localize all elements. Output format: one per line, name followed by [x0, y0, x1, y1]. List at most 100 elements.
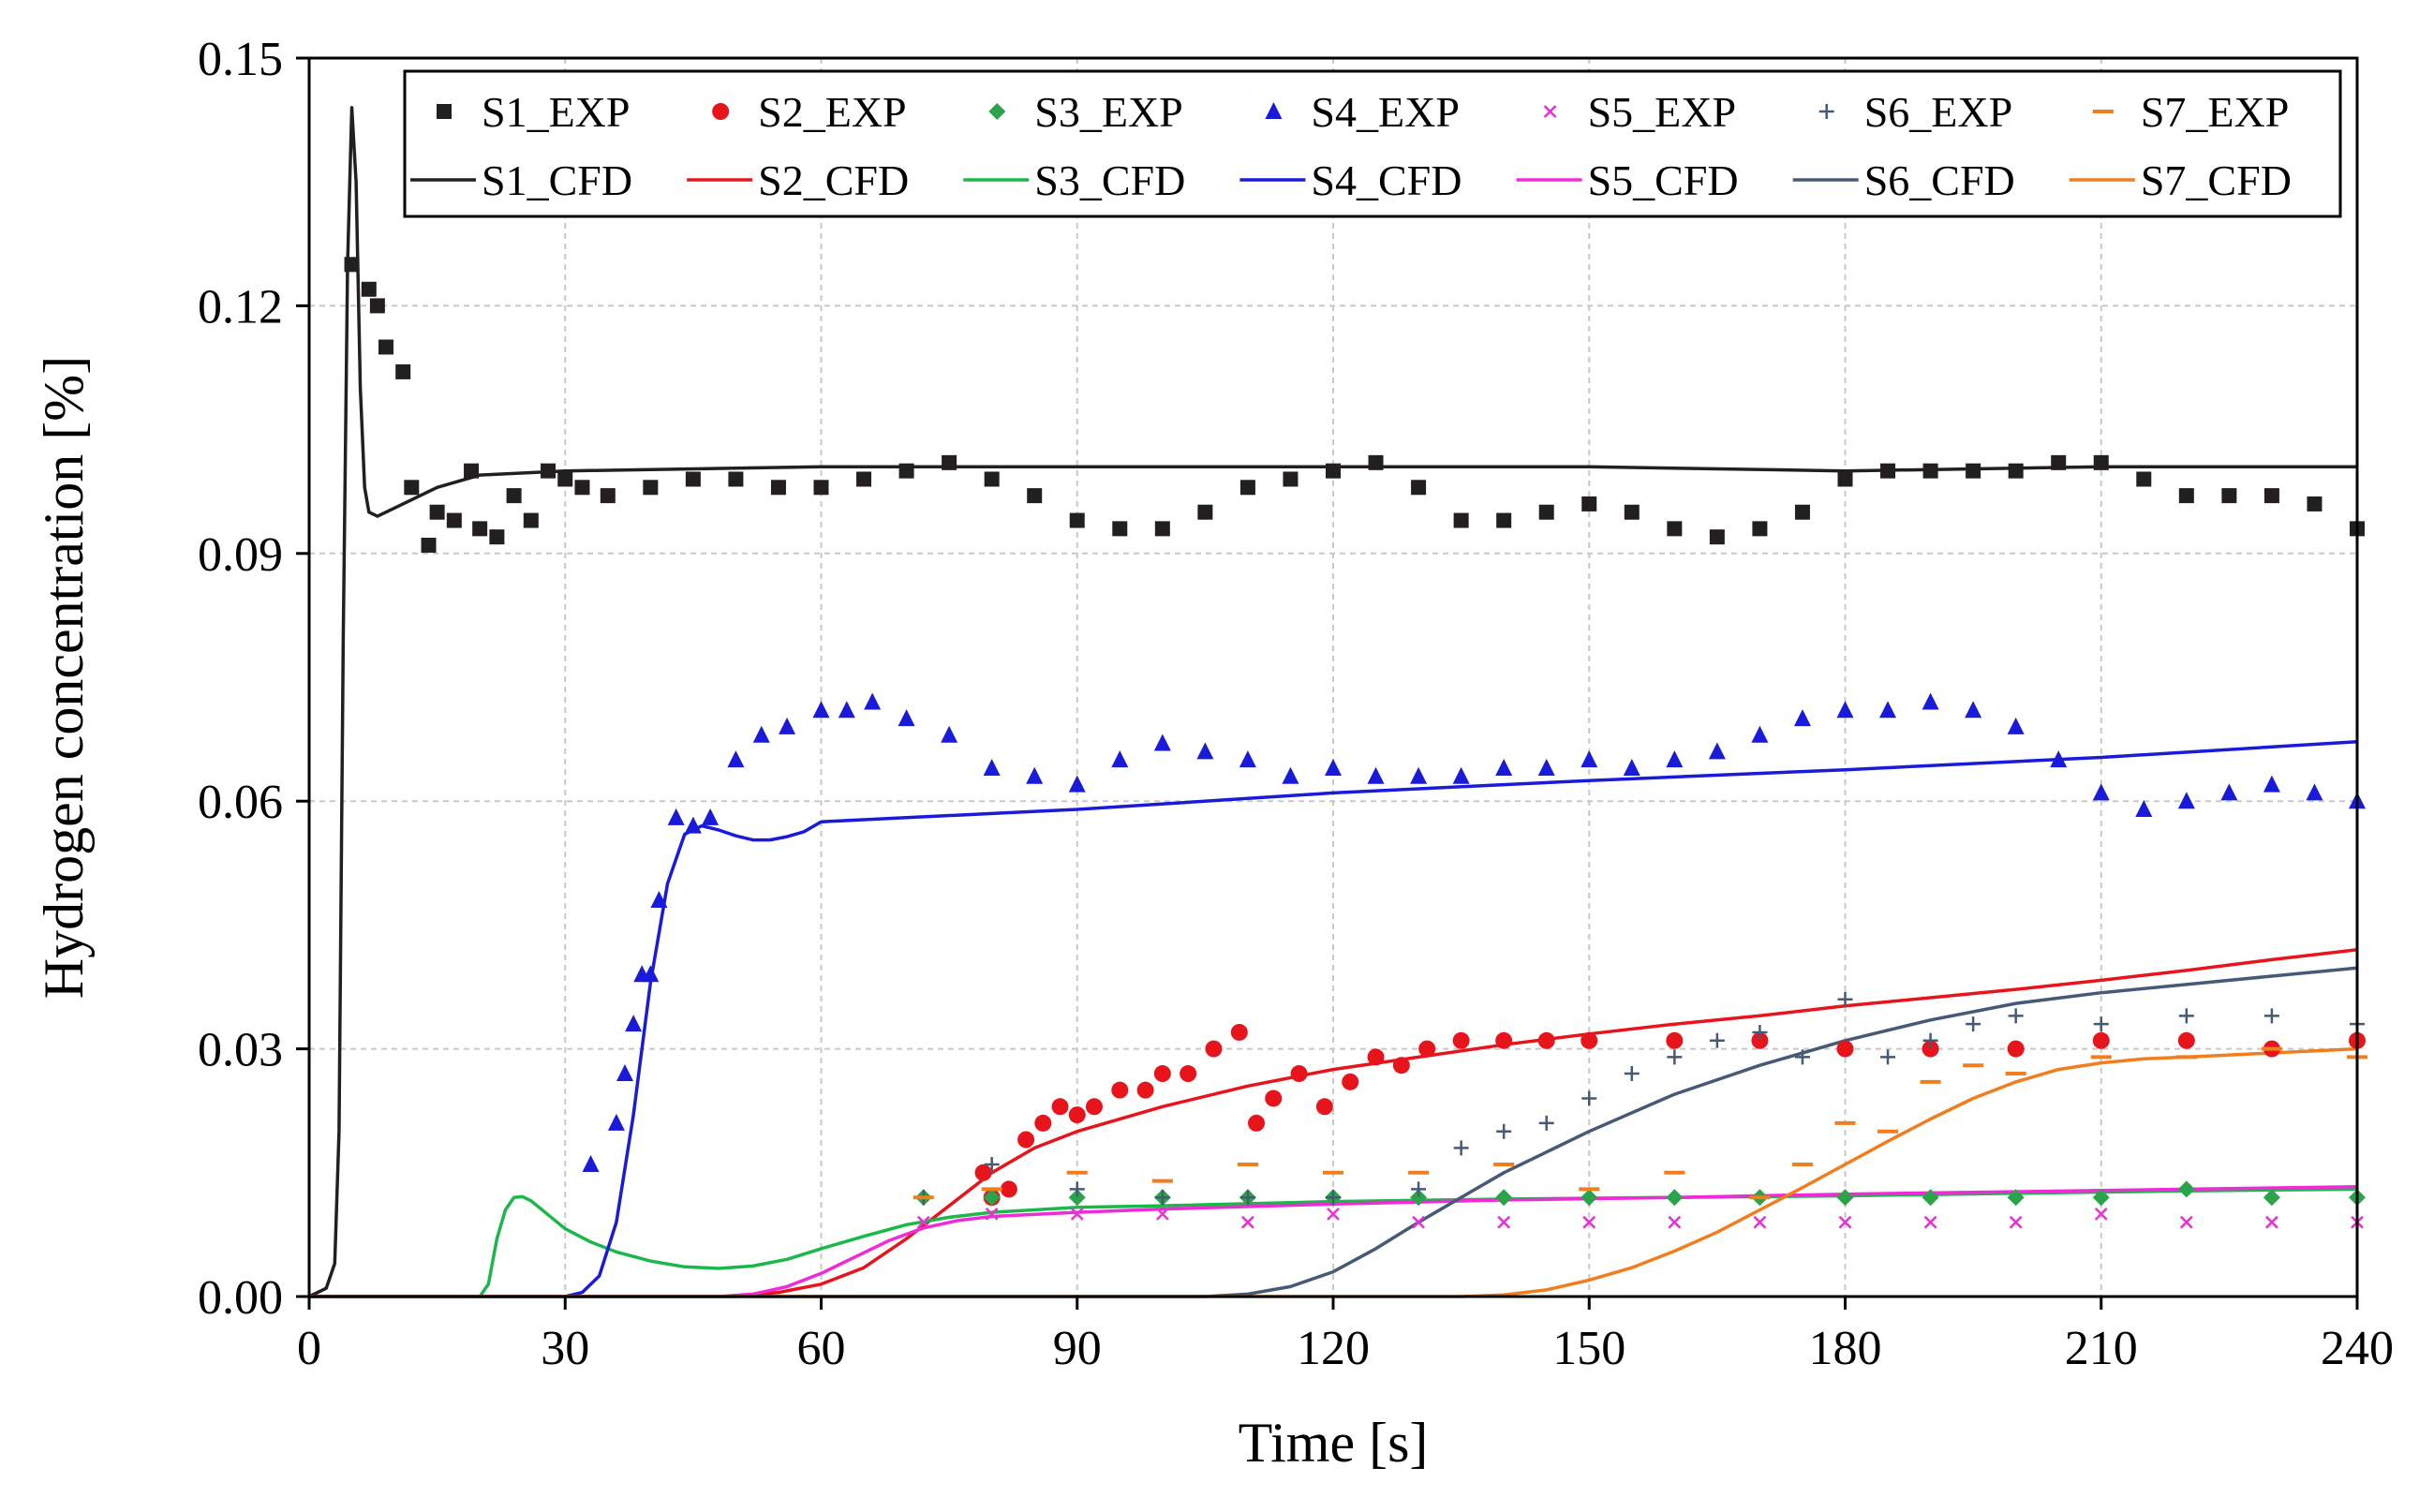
- x-tick-label: 90: [1053, 1322, 1102, 1375]
- data-point-S1_EXP: [1837, 471, 1853, 487]
- data-point-S1_EXP: [369, 298, 385, 314]
- data-point-S4_EXP: [1495, 758, 1513, 776]
- data-point-S1_EXP: [1922, 463, 1938, 479]
- data-point-S4_EXP: [779, 717, 796, 734]
- data-point-S2_EXP: [1922, 1040, 1939, 1058]
- data-point-S4_EXP: [667, 808, 685, 825]
- data-point-S1_EXP: [1624, 504, 1640, 520]
- series-line-S6_CFD: [309, 966, 2358, 1298]
- data-point-S4_EXP: [1836, 701, 1854, 719]
- x-tick-label: 210: [2065, 1322, 2138, 1375]
- data-point-S4_EXP: [812, 701, 830, 719]
- data-point-S4_EXP: [1922, 692, 1939, 710]
- data-point-S2_EXP: [1392, 1057, 1410, 1075]
- y-tick-label: 0.03: [198, 1024, 283, 1077]
- data-point-S1_EXP: [1496, 512, 1512, 528]
- data-point-S4_EXP: [1666, 750, 1684, 768]
- data-point-S3_EXP: [1410, 1189, 1428, 1207]
- data-point-S2_EXP: [1537, 1031, 1555, 1049]
- data-point-S4_EXP: [1239, 750, 1256, 768]
- data-point-S1_EXP: [2093, 454, 2109, 470]
- x-tick-label: 0: [297, 1322, 321, 1375]
- data-point-S5_EXP: [1412, 1215, 1425, 1229]
- data-point-S1_EXP: [1538, 504, 1554, 520]
- data-point-S1_EXP: [770, 480, 786, 496]
- data-point-S4_EXP: [650, 890, 668, 908]
- data-point-S1_EXP: [2263, 488, 2279, 504]
- legend-label-S3_EXP: S3_EXP: [1034, 88, 1182, 136]
- x-axis-title: Time [s]: [1239, 1412, 1429, 1474]
- data-point-S4_EXP: [1751, 725, 1769, 743]
- data-point-S5_EXP: [1070, 1207, 1084, 1221]
- data-point-S3_EXP: [1068, 1189, 1086, 1207]
- x-tick-label: 150: [1552, 1322, 1625, 1375]
- y-tick-label: 0.12: [198, 280, 283, 334]
- data-point-S1_EXP: [2136, 471, 2152, 487]
- data-point-S6_EXP: [1538, 1115, 1554, 1131]
- data-point-S6_EXP: [1752, 1024, 1768, 1040]
- data-point-S4_EXP: [1153, 734, 1171, 751]
- data-point-S1_EXP: [574, 480, 590, 496]
- data-point-S1_EXP: [344, 257, 360, 273]
- legend-label-S7_EXP: S7_EXP: [2141, 88, 2289, 136]
- data-point-S6_EXP: [984, 1156, 1000, 1172]
- data-point-S1_EXP: [541, 463, 557, 479]
- data-point-S5_EXP: [985, 1207, 999, 1221]
- legend-label-S1_CFD: S1_CFD: [482, 156, 632, 204]
- data-point-S4_EXP: [2050, 750, 2068, 768]
- data-point-S1_EXP: [813, 480, 829, 496]
- y-tick-label: 0.00: [198, 1271, 283, 1325]
- experimental-series: [344, 257, 2367, 1229]
- data-point-S4_EXP: [1537, 758, 1555, 776]
- data-point-S6_EXP: [1069, 1181, 1085, 1197]
- data-point-S2_EXP: [1085, 1098, 1103, 1116]
- data-point-S6_EXP: [1667, 1049, 1683, 1065]
- data-point-S5_EXP: [1838, 1215, 1852, 1229]
- data-point-S4_EXP: [941, 725, 958, 743]
- data-point-S1_EXP: [429, 504, 445, 520]
- data-point-S1_EXP: [728, 471, 744, 487]
- legend-marker-S5_EXP: [1543, 105, 1557, 118]
- data-point-S4_EXP: [582, 1154, 600, 1172]
- data-point-S2_EXP: [1136, 1081, 1154, 1099]
- data-point-S5_EXP: [2179, 1215, 2193, 1229]
- data-point-S6_EXP: [1922, 1032, 1938, 1048]
- data-point-S1_EXP: [557, 471, 573, 487]
- data-point-S1_EXP: [506, 488, 522, 504]
- data-point-S1_EXP: [685, 471, 701, 487]
- data-point-S1_EXP: [1453, 512, 1469, 528]
- data-point-S1_EXP: [472, 521, 488, 537]
- data-point-S4_EXP: [727, 750, 745, 768]
- legend-marker-S6_EXP: [1818, 104, 1834, 119]
- data-point-S1_EXP: [1709, 529, 1725, 545]
- data-point-S4_EXP: [983, 758, 1001, 776]
- data-point-S6_EXP: [2008, 1008, 2024, 1024]
- data-point-S1_EXP: [1752, 521, 1768, 537]
- data-point-S6_EXP: [1411, 1181, 1427, 1197]
- data-point-S2_EXP: [1418, 1040, 1436, 1058]
- legend-box: [403, 69, 2342, 218]
- data-point-S5_EXP: [916, 1215, 930, 1229]
- data-point-S5_EXP: [1668, 1215, 1682, 1229]
- data-point-S2_EXP: [1452, 1031, 1470, 1049]
- x-tick-label: 180: [1809, 1322, 1882, 1375]
- data-point-S4_EXP: [2007, 717, 2025, 734]
- data-point-S4_EXP: [2135, 800, 2153, 818]
- data-point-S4_EXP: [1965, 701, 1982, 719]
- data-point-S6_EXP: [1794, 1049, 1810, 1065]
- legend-label-S5_CFD: S5_CFD: [1588, 156, 1739, 204]
- legend-label-S3_CFD: S3_CFD: [1034, 156, 1185, 204]
- data-point-S5_EXP: [2009, 1215, 2023, 1229]
- data-point-S1_EXP: [1326, 463, 1341, 479]
- data-point-S3_EXP: [2092, 1189, 2110, 1207]
- data-point-S1_EXP: [1794, 504, 1810, 520]
- data-point-S2_EXP: [1180, 1065, 1197, 1083]
- data-point-S1_EXP: [404, 480, 420, 496]
- data-point-S6_EXP: [1581, 1090, 1597, 1106]
- data-point-S4_EXP: [684, 816, 702, 834]
- data-point-S1_EXP: [1027, 488, 1043, 504]
- legend-marker-S2_EXP: [712, 103, 730, 120]
- data-point-S1_EXP: [1112, 521, 1128, 537]
- x-tick-label: 60: [797, 1322, 846, 1375]
